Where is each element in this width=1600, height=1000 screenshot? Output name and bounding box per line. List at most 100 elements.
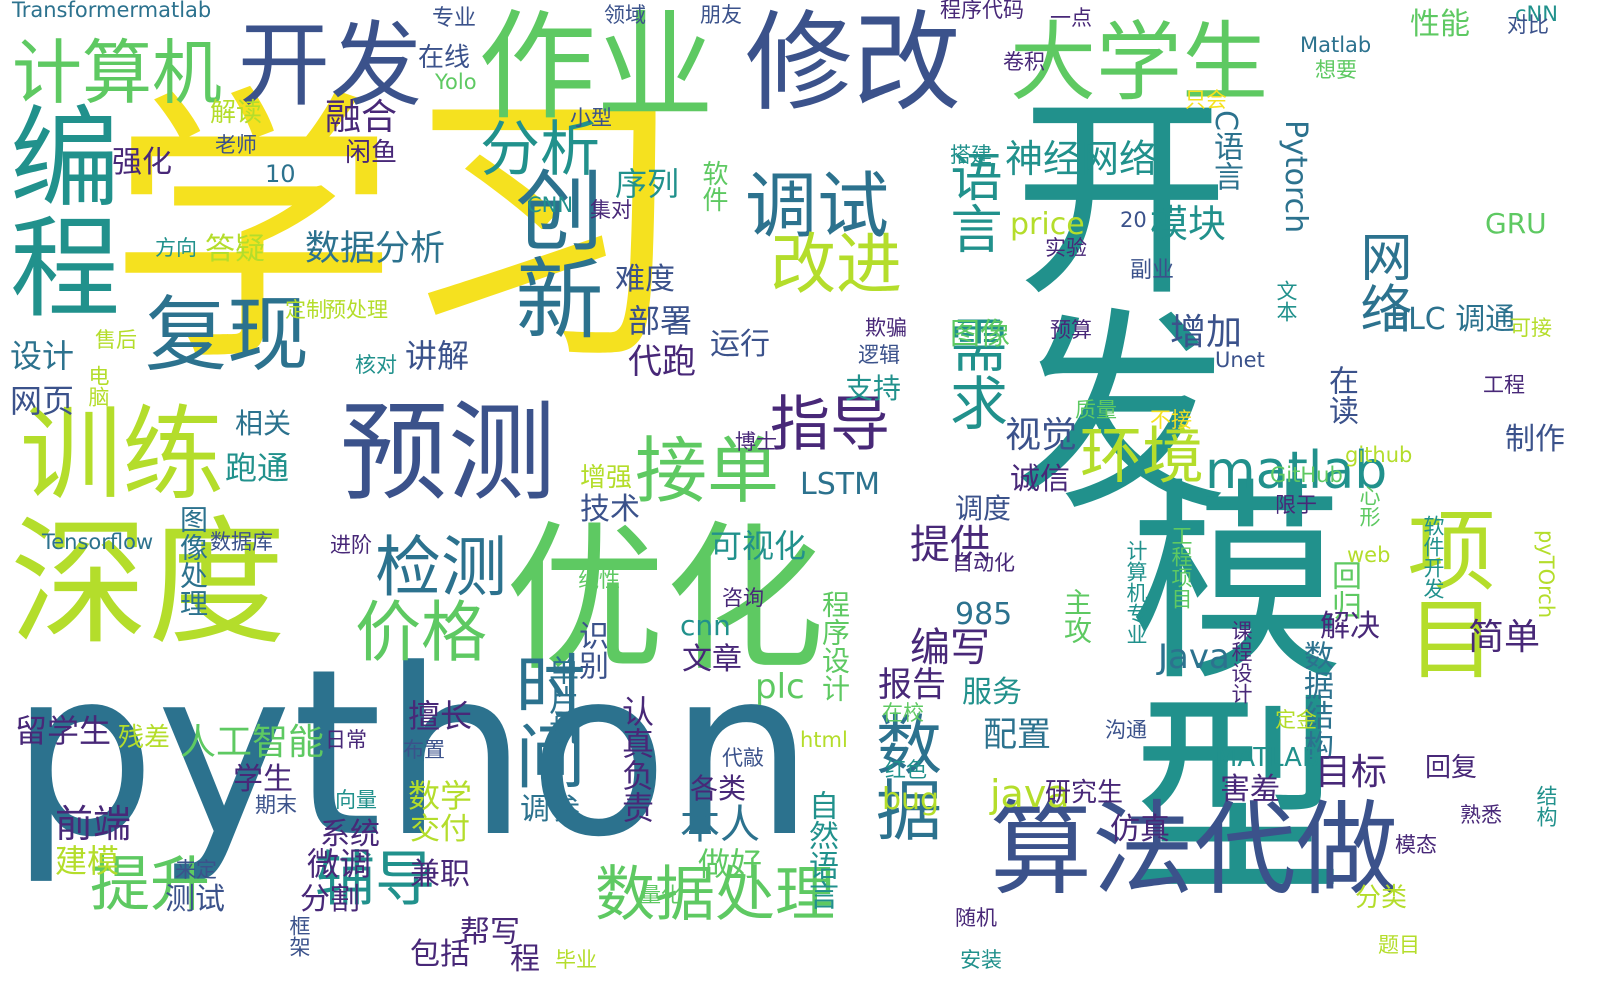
word-zengqiang: 增强 <box>580 463 633 493</box>
word-shujufenxi: 数据分析 <box>305 229 446 269</box>
word-boshi: 博士 <box>735 430 777 454</box>
word-zhichi: 支持 <box>845 372 902 405</box>
word-bianxie: 编写 <box>910 625 990 671</box>
word-mokuai: 模块 <box>1150 202 1227 246</box>
word-fudao: 辅导 <box>315 845 435 915</box>
word-suiji: 随机 <box>955 906 997 930</box>
word-juanji: 卷积 <box>1003 50 1045 74</box>
word-dingzhi: 定制 <box>285 298 327 322</box>
word-shibie: 识别 <box>573 620 608 680</box>
word-zhugong: 主攻 <box>1060 588 1093 644</box>
word-price: price <box>1010 207 1085 242</box>
word-jianzhi: 兼职 <box>410 857 470 892</box>
word-jiedan: 接单 <box>635 429 780 513</box>
word-zhihui: 只会 <box>1185 88 1227 112</box>
word-cheng: 程 <box>510 942 540 977</box>
word-zaixiao: 在校 <box>882 701 924 725</box>
word-paotong: 跑通 <box>225 449 290 487</box>
word-lianghua: 量化 <box>640 883 682 907</box>
word-xiangguan: 相关 <box>235 407 292 440</box>
word-timu: 题目 <box>1378 933 1420 957</box>
word-Unet: Unet <box>1215 348 1265 372</box>
word-kaifa: 开发 <box>238 12 423 119</box>
word-jisuanji: 计算机 <box>12 32 222 114</box>
word-bug: bug <box>882 782 940 817</box>
word-chengxudaima: 程序代码 <box>940 0 1024 22</box>
word-Yolo: Yolo <box>435 70 477 94</box>
word-cNN: cNN <box>1515 2 1558 26</box>
word-shanchang: 擅长 <box>408 697 473 735</box>
word-tuxiangchuli: 图像处理 <box>176 505 209 617</box>
word-bangxie: 帮写 <box>460 915 520 950</box>
word-zuoye: 作业 <box>478 0 715 136</box>
word-rengongzhineng: 人工智能 <box>180 722 325 763</box>
word-anzhuang: 安装 <box>960 948 1002 972</box>
word-laoshi: 老师 <box>215 133 257 157</box>
word-suanfadaizuo: 算法代做 <box>990 791 1398 910</box>
word-qipian: 欺骗 <box>865 316 907 340</box>
word-GRU: GRU <box>1485 207 1547 240</box>
word-yuce: 预测 <box>340 391 557 516</box>
word-xianyu2: 限于 <box>1275 493 1317 517</box>
word-jishu: 技术 <box>580 492 640 527</box>
word-xiangliang: 向量 <box>335 788 377 812</box>
word-chuangxin: 创新 <box>501 165 604 341</box>
word-xianyu: 闲鱼 <box>345 138 398 168</box>
word-PLCtiaotong: PLC 调通 <box>1390 302 1516 337</box>
word-ronghe: 融合 <box>325 97 398 138</box>
word-shijue: 视觉 <box>1005 415 1078 456</box>
word-GitHub: GitHub <box>1270 463 1343 487</box>
word-html: html <box>800 728 848 752</box>
word-jiangjie: 讲解 <box>405 337 470 375</box>
word-ruanjiankaifa: 软件开发 <box>1421 515 1445 599</box>
word-CNN: CNN <box>527 193 574 217</box>
word-lingyu: 领域 <box>604 3 646 27</box>
word-biye: 毕业 <box>555 948 597 972</box>
word-fenlei: 分类 <box>1355 883 1408 913</box>
word-jiage: 价格 <box>355 594 487 671</box>
word-hedui: 核对 <box>355 353 397 377</box>
word-daxuesheng: 大学生 <box>1010 13 1268 113</box>
word-Matlab-s: Matlab <box>1300 33 1372 57</box>
word-jisuanjizhuanye: 计算机专业 <box>1124 540 1148 645</box>
word-gelei: 各类 <box>690 772 747 805</box>
word-yanjiusheng: 研究生 <box>1045 778 1124 808</box>
word-fangzhen: 仿真 <box>1110 812 1170 847</box>
word-xuexi: 学习 <box>108 64 688 401</box>
word-tiaocan: 调参 <box>520 792 580 827</box>
word-dajian: 搭建 <box>950 143 992 167</box>
word-xuesheng: 学生 <box>233 762 293 797</box>
word-richang: 日常 <box>325 728 367 752</box>
word-liuxuesheng: 留学生 <box>15 712 112 750</box>
word-haixiu: 害羞 <box>1220 772 1280 807</box>
word-zhuanye: 专业 <box>432 6 477 31</box>
word-jianmo: 建模 <box>55 842 120 880</box>
word-985: 985 <box>955 597 1013 632</box>
word-zhizuo: 制作 <box>1505 422 1565 457</box>
word-shuxi: 熟悉 <box>1460 803 1502 827</box>
word-daipao: 代跑 <box>628 342 696 382</box>
word-kuangjia: 框架 <box>287 915 311 957</box>
word-goutong: 沟通 <box>1105 718 1147 742</box>
word-shendu: 深度 <box>10 503 287 664</box>
word-motai: 模态 <box>1395 833 1437 857</box>
word-bushu: 部署 <box>628 302 693 340</box>
word-gaijin: 改进 <box>770 226 902 303</box>
word-ten: 10 <box>265 160 296 188</box>
word-yidian: 一点 <box>1050 6 1092 30</box>
word-xiangmu: 项目 <box>1393 505 1496 681</box>
word-xingneng: 性能 <box>1410 7 1470 42</box>
word-zidonghua: 自动化 <box>952 551 1015 575</box>
word-jiandan: 简单 <box>1468 617 1541 658</box>
word-tisheng: 提升 <box>90 850 210 920</box>
word-Tensorflow: Tensorflow <box>42 530 154 554</box>
word-qimo: 期末 <box>255 793 297 817</box>
word-Pytorch: Pytorch <box>1278 120 1313 234</box>
word-java: java <box>990 772 1070 816</box>
word-diannao: 电脑 <box>86 365 110 407</box>
word-gongcheng: 工程 <box>1483 373 1525 397</box>
word-luoji: 逻辑 <box>858 343 900 367</box>
word-duibi: 对比 <box>1507 13 1549 37</box>
word-ruanjian: 软件 <box>698 160 728 212</box>
word-shenjingwangluo: 神经网络 <box>1005 137 1158 181</box>
